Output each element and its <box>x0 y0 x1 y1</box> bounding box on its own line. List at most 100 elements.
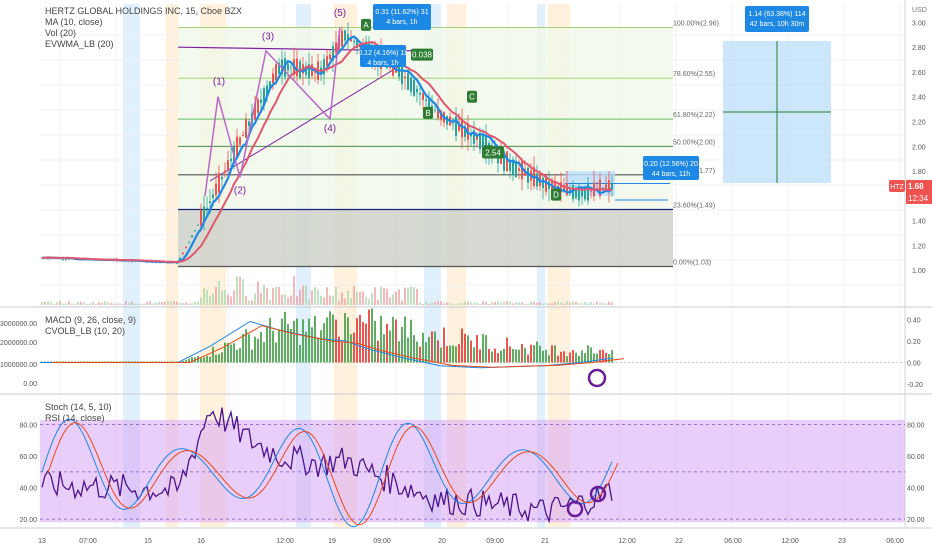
macd-hist-bar <box>62 361 64 363</box>
volume-bar <box>278 286 280 305</box>
time-axis-tick-4: 12:00 <box>276 538 294 545</box>
fib-label-1: 78.60%(2.55) <box>673 71 715 78</box>
volume-bar <box>524 303 526 305</box>
macd-hist-bar <box>65 361 67 363</box>
volume-bar <box>134 303 136 305</box>
volume-bar <box>215 287 217 305</box>
measure-box-line2-0: 4 bars, 1h <box>386 19 417 26</box>
volume-bar <box>575 301 577 305</box>
macd-hist-bar <box>542 350 544 363</box>
volume-bar <box>161 301 163 305</box>
macd-hist-bar <box>572 350 574 363</box>
macd-hist-bar <box>584 353 586 363</box>
macd-hist-bar <box>560 351 562 363</box>
macd-hist-bar <box>551 345 553 363</box>
price-ticker-badge <box>889 179 905 192</box>
candle-body <box>197 224 199 226</box>
macd-right-tick: 0.40 <box>907 317 921 324</box>
macd-hist-bar <box>98 361 100 363</box>
volume-bar <box>347 290 349 305</box>
volume-bar <box>356 291 358 305</box>
volume-bar <box>95 303 97 305</box>
volume-bar <box>143 303 145 305</box>
macd-hist-bar <box>146 361 148 363</box>
candle-body <box>323 59 325 75</box>
candle-body <box>275 64 277 81</box>
candle-body <box>269 81 271 89</box>
candle-body <box>464 125 466 137</box>
macd-hist-bar <box>443 327 445 363</box>
volume-bar <box>248 300 250 305</box>
macd-hist-bar <box>476 334 478 363</box>
candle-body <box>575 187 577 199</box>
volume-bar <box>413 287 415 305</box>
candle-body <box>203 206 205 222</box>
volume-bar <box>209 296 211 305</box>
volume-bar <box>173 301 175 305</box>
volume-bar <box>131 301 133 305</box>
stoch-left-tick: 20.00 <box>19 517 37 524</box>
volume-bar <box>599 302 601 305</box>
macd-hist-bar <box>611 350 613 363</box>
candle-body <box>296 58 298 77</box>
volume-bar <box>284 294 286 305</box>
macd-hist-bar <box>383 334 385 363</box>
candle-body <box>353 40 355 43</box>
macd-hist-bar <box>587 345 589 363</box>
volume-bar <box>401 300 403 305</box>
volume-bar <box>83 302 85 305</box>
time-axis-tick-3: 16 <box>197 538 205 545</box>
measure-box-1 <box>360 45 406 67</box>
volume-bar <box>407 288 409 305</box>
elliott-wave-line <box>204 27 341 196</box>
macd-hist-bar <box>50 361 52 363</box>
wave-marker-8 <box>551 188 561 201</box>
macd-hist-bar <box>302 319 304 363</box>
volume-bar <box>527 303 529 305</box>
price-axis-tick: 2.00 <box>912 144 926 151</box>
trend-line-lower <box>209 65 401 182</box>
volume-bar <box>452 303 454 305</box>
macd-hist-bar <box>56 361 58 363</box>
volume-bar <box>260 292 262 305</box>
candle-body <box>221 176 223 180</box>
volume-bar <box>308 299 310 305</box>
time-axis-tick-8: 09:00 <box>486 538 504 545</box>
macd-hist-bar <box>86 361 88 363</box>
macd-hist-bar <box>203 357 205 363</box>
macd-hist-bar <box>80 361 82 363</box>
volume-bar <box>434 302 436 305</box>
volume-bar <box>578 303 580 305</box>
macd-highlight-circle <box>587 368 607 388</box>
volume-bar <box>191 303 193 305</box>
volume-bar <box>107 302 109 305</box>
volume-bar <box>353 286 355 305</box>
stoch-right-tick: 20.00 <box>907 517 925 524</box>
volume-bar <box>116 303 118 305</box>
candle-body <box>224 170 226 173</box>
candle-body <box>344 30 346 41</box>
macd-hist-bar <box>473 347 475 363</box>
macd-right-tick: -0.20 <box>907 382 923 389</box>
candle-body <box>263 88 265 105</box>
volume-bar <box>461 302 463 305</box>
candle-body <box>602 187 604 189</box>
macd-hist-bar <box>410 319 412 363</box>
macd-hist-bar <box>419 346 421 363</box>
volume-bar <box>125 301 127 305</box>
volume-bar <box>47 301 49 305</box>
volume-bar <box>167 301 169 305</box>
volume-bar <box>239 276 241 305</box>
volume-bar <box>68 301 70 305</box>
volume-bar <box>242 279 244 305</box>
candle-body <box>527 167 529 183</box>
macd-hist-bar <box>404 316 406 363</box>
macd-hist-bar <box>440 347 442 363</box>
volume-bar <box>74 303 76 305</box>
volume-bar <box>569 302 571 305</box>
volume-bar <box>56 302 58 305</box>
candle-body <box>410 77 412 92</box>
volume-bar <box>302 285 304 305</box>
